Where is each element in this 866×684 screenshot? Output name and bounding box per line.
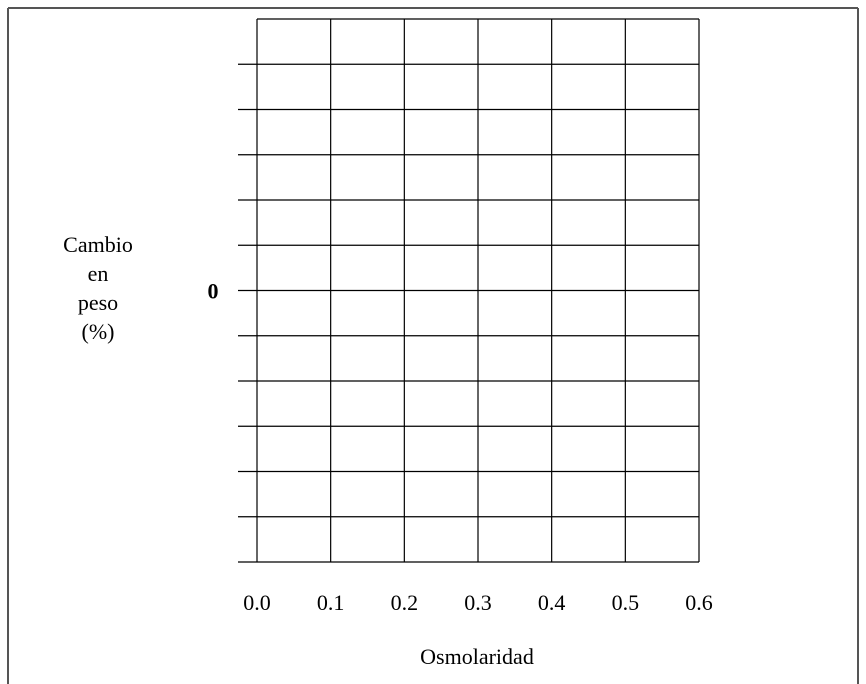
x-tick-labels: 0.0 0.1 0.2 0.3 0.4 0.5 0.6 [243,590,713,615]
y-tick-labels: 0 [208,279,219,304]
x-tick-label: 0.6 [685,590,713,615]
y-tick-label-zero: 0 [208,279,219,304]
y-axis-title: Cambio en peso (%) [63,232,133,344]
grid [256,18,700,563]
frame-border [7,7,859,684]
x-tick-label: 0.0 [243,590,271,615]
x-tick-label: 0.3 [464,590,492,615]
x-tick-label: 0.2 [391,590,419,615]
x-tick-label: 0.5 [612,590,640,615]
y-ticks [238,63,257,563]
y-axis-title-line: Cambio [63,232,133,257]
x-tick-label: 0.4 [538,590,566,615]
x-axis-title: Osmolaridad [420,644,534,669]
y-axis-title-line: (%) [82,319,115,344]
x-tick-label: 0.1 [317,590,345,615]
y-axis-title-line: peso [78,290,118,315]
y-axis-title-line: en [88,261,109,286]
